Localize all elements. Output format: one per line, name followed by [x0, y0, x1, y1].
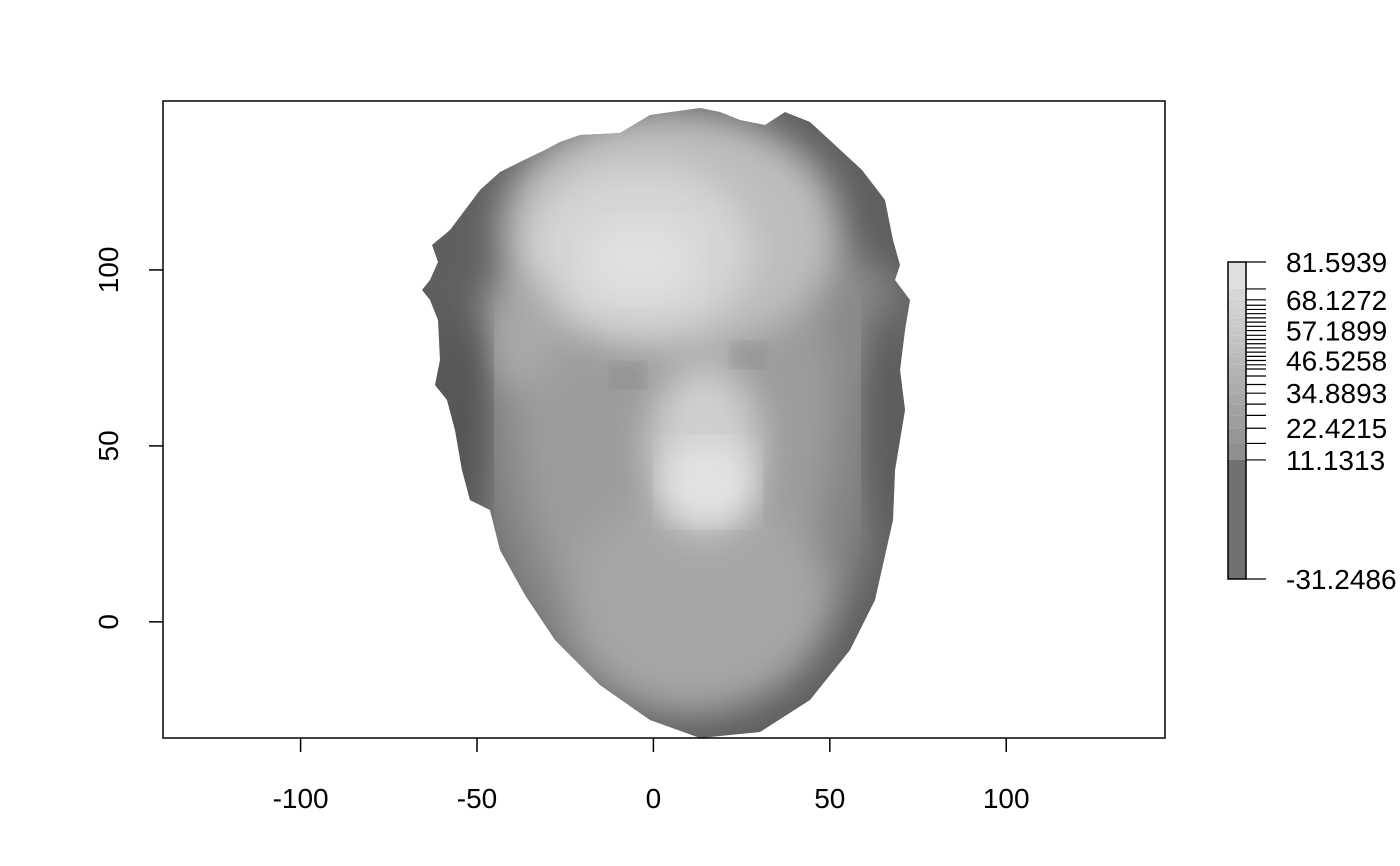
legend-band — [1228, 309, 1246, 313]
legend-band — [1228, 318, 1246, 322]
legend-band — [1228, 415, 1246, 428]
legend-label: 46.5258 — [1286, 346, 1387, 377]
x-axis: -100 -50 0 50 100 — [273, 738, 1030, 814]
legend-band — [1228, 384, 1246, 393]
legend-band — [1228, 460, 1246, 579]
x-tick-label: -100 — [273, 783, 329, 814]
legend-band — [1228, 443, 1246, 459]
legend-label: 11.1313 — [1286, 445, 1385, 476]
legend-band — [1228, 326, 1246, 330]
x-tick-label: -50 — [457, 783, 497, 814]
legend-label: 68.1272 — [1286, 285, 1387, 316]
legend-band — [1228, 331, 1246, 336]
legend-band — [1228, 369, 1246, 376]
legend-label: -31.2486 — [1286, 564, 1397, 595]
legend-band — [1228, 305, 1246, 309]
legend-band — [1228, 262, 1246, 289]
legend-band — [1228, 365, 1246, 369]
legend-band — [1228, 361, 1246, 365]
y-tick-label: 0 — [93, 614, 124, 630]
x-tick-label: 50 — [814, 783, 845, 814]
legend-band — [1228, 300, 1246, 305]
legend-label: 34.8893 — [1286, 378, 1387, 409]
legend-band — [1228, 376, 1246, 384]
x-tick-label: 0 — [646, 783, 662, 814]
x-tick-label: 100 — [983, 783, 1030, 814]
legend-label: 22.4215 — [1286, 413, 1387, 444]
y-tick-label: 100 — [93, 247, 124, 294]
legend-band — [1228, 393, 1246, 404]
legend-band — [1228, 348, 1246, 352]
legend-band — [1228, 322, 1246, 326]
legend-band — [1228, 289, 1246, 300]
legend-label: 57.1899 — [1286, 316, 1387, 347]
legend-label: 81.5939 — [1286, 247, 1387, 278]
y-axis: 0 50 100 — [93, 247, 163, 630]
legend-band — [1228, 404, 1246, 415]
legend-band — [1228, 356, 1246, 360]
legend-band — [1228, 428, 1246, 443]
legend-band — [1228, 344, 1246, 348]
legend-band — [1228, 314, 1246, 318]
legend-band — [1228, 352, 1246, 356]
legend-band — [1228, 335, 1246, 339]
legend-band — [1228, 340, 1246, 344]
y-tick-label: 50 — [93, 430, 124, 461]
face-surface — [400, 90, 940, 760]
